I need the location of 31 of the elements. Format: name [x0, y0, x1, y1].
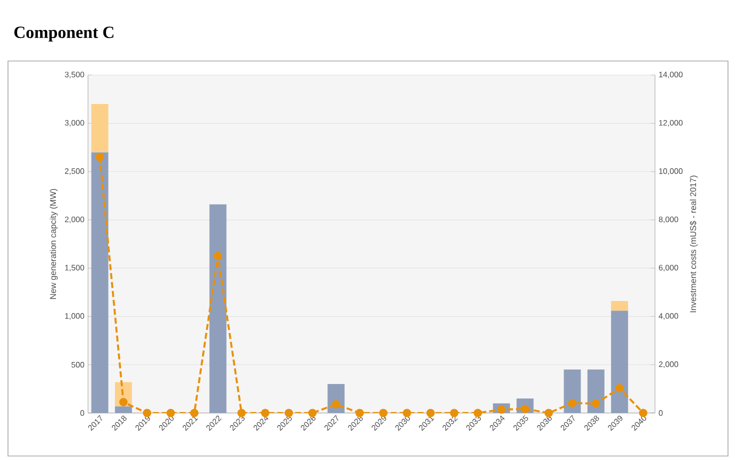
- bar: [114, 406, 132, 413]
- bar: [91, 104, 108, 152]
- point: [568, 398, 577, 408]
- chart-title: Component C: [14, 26, 114, 42]
- point: [166, 408, 175, 418]
- point: [237, 408, 246, 418]
- point: [379, 408, 388, 418]
- point: [639, 408, 648, 418]
- bar: [564, 370, 581, 413]
- bar: [611, 300, 628, 311]
- point: [214, 252, 222, 260]
- y2-axis-title: Investment costs (mUS$ - real 2017): [690, 176, 698, 312]
- point: [142, 408, 152, 418]
- point: [308, 408, 317, 418]
- point: [615, 384, 624, 392]
- point: [474, 408, 482, 418]
- point: [356, 408, 364, 418]
- point: [544, 408, 553, 418]
- point: [96, 152, 104, 162]
- bar: [587, 370, 604, 413]
- bar: [209, 204, 226, 413]
- point: [190, 408, 199, 418]
- point: [284, 408, 294, 418]
- point: [402, 408, 412, 418]
- bar: [91, 152, 108, 413]
- point: [592, 399, 600, 408]
- point: [119, 398, 128, 406]
- bar: [611, 310, 628, 413]
- point: [332, 400, 340, 408]
- point: [261, 408, 270, 418]
- y-axis-title: New generation capcity (MW): [50, 189, 58, 299]
